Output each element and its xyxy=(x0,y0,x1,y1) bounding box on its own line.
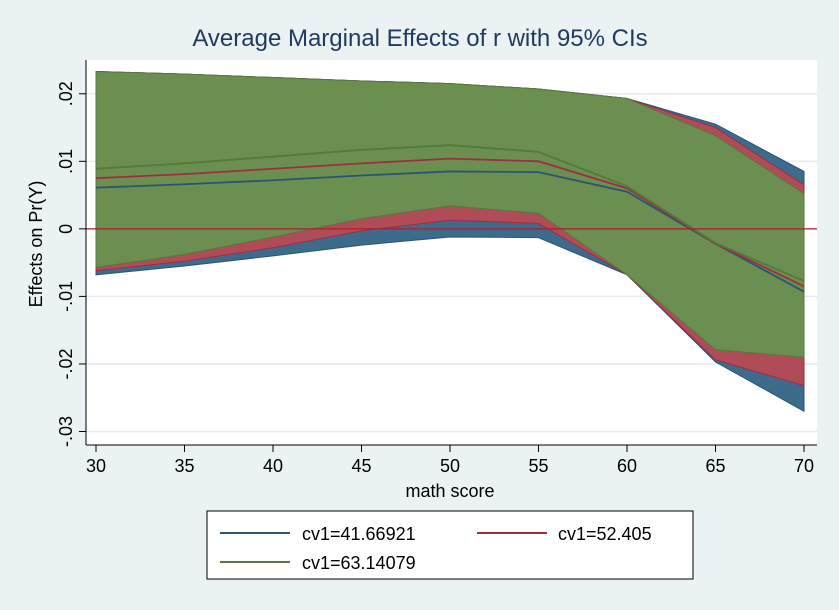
x-tick-label-6: 60 xyxy=(617,456,637,476)
line-series-1 xyxy=(95,170,805,293)
y-axis-ticks: -.03 -.02 -.01 0 .01 .02 xyxy=(56,81,86,447)
x-tick-label-1: 35 xyxy=(174,456,194,476)
x-tick-label-0: 30 xyxy=(86,456,106,476)
series-lines xyxy=(95,144,805,293)
legend-label-series-3: cv1=63.14079 xyxy=(302,553,416,573)
legend: cv1=41.66921 cv1=52.405 cv1=63.14079 xyxy=(206,510,694,580)
y-axis-label: Effects on Pr(Y) xyxy=(26,181,46,308)
x-tick-label-5: 55 xyxy=(528,456,548,476)
legend-box xyxy=(206,510,694,580)
x-axis-ticks: 30 35 40 45 50 55 60 65 70 xyxy=(86,445,814,476)
line-series-3 xyxy=(95,144,805,282)
ci-band-series-3 xyxy=(95,70,805,358)
y-tick-label-1: -.02 xyxy=(56,348,76,379)
chart-title: Average Marginal Effects of r with 95% C… xyxy=(192,25,647,52)
y-tick-label-0: -.03 xyxy=(56,416,76,447)
y-tick-label-2: -.01 xyxy=(56,281,76,312)
y-tick-label-3: 0 xyxy=(56,224,76,234)
x-tick-label-4: 50 xyxy=(440,456,460,476)
line-series-2 xyxy=(95,157,805,288)
x-tick-label-7: 65 xyxy=(705,456,725,476)
y-tick-label-5: .02 xyxy=(56,81,76,106)
legend-label-series-2: cv1=52.405 xyxy=(558,524,652,544)
y-tick-label-4: .01 xyxy=(56,149,76,174)
x-tick-label-2: 40 xyxy=(263,456,283,476)
legend-label-series-1: cv1=41.66921 xyxy=(302,524,416,544)
x-tick-label-3: 45 xyxy=(351,456,371,476)
x-tick-label-8: 70 xyxy=(794,456,814,476)
x-axis-label: math score xyxy=(405,481,494,501)
